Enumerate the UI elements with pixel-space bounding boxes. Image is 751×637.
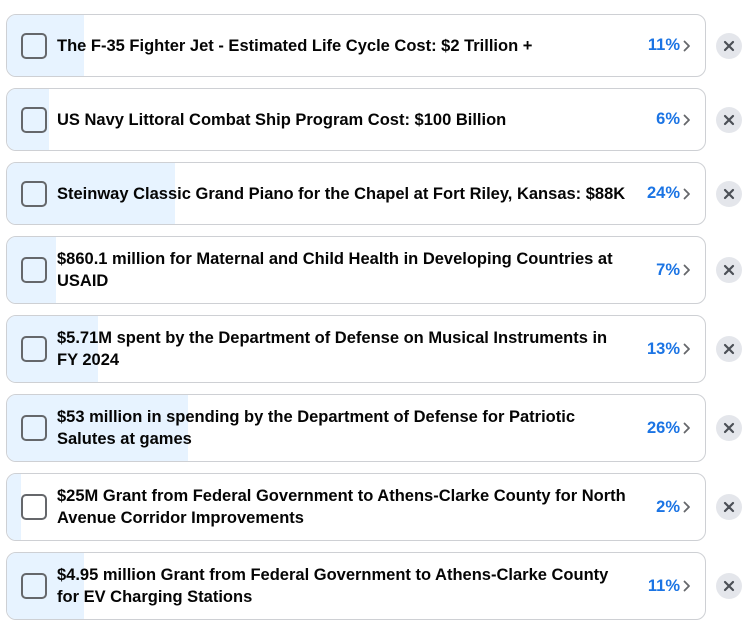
option-text: US Navy Littoral Combat Ship Program Cos… [57, 110, 507, 129]
percent-label: 6% [656, 110, 680, 128]
chevron-icon [683, 343, 690, 355]
poll-option-row: $860.1 million for Maternal and Child He… [0, 236, 751, 304]
percent-label: 26% [646, 418, 680, 437]
close-icon [723, 580, 735, 592]
poll-option-row: $25M Grant from Federal Government to At… [0, 473, 751, 541]
vote-percent[interactable]: 2% [631, 498, 691, 517]
vote-percent[interactable]: 11% [631, 577, 691, 596]
poll-option-row: $4.95 million Grant from Federal Governm… [0, 552, 751, 620]
poll-option-row: $53 million in spending by the Departmen… [0, 394, 751, 462]
checkbox[interactable] [21, 573, 47, 599]
option-text: $25M Grant from Federal Government to At… [57, 487, 626, 527]
chevron-icon [683, 114, 690, 125]
chevron-icon [683, 188, 690, 199]
chevron-icon [683, 501, 690, 513]
percent-label: 13% [646, 339, 680, 358]
vote-percent[interactable]: 26% [631, 419, 691, 438]
remove-option-button[interactable] [716, 573, 742, 599]
poll-option[interactable]: $25M Grant from Federal Government to At… [6, 473, 706, 541]
checkbox[interactable] [21, 415, 47, 441]
chevron-icon [683, 580, 690, 592]
option-text: $860.1 million for Maternal and Child He… [57, 250, 613, 290]
checkbox[interactable] [21, 336, 47, 362]
vote-percent[interactable]: 11% [631, 36, 691, 55]
poll-option-row: The F-35 Fighter Jet - Estimated Life Cy… [0, 14, 751, 77]
option-text: Steinway Classic Grand Piano for the Cha… [57, 184, 626, 203]
vote-share-bar [7, 163, 175, 224]
chevron-icon [683, 40, 690, 51]
poll-option[interactable]: Steinway Classic Grand Piano for the Cha… [6, 162, 706, 225]
option-text: The F-35 Fighter Jet - Estimated Life Cy… [57, 36, 533, 55]
remove-option-button[interactable] [716, 180, 742, 207]
poll-option[interactable]: $860.1 million for Maternal and Child He… [6, 236, 706, 304]
percent-label: 2% [656, 497, 680, 516]
close-icon [723, 501, 735, 513]
checkbox[interactable] [21, 32, 47, 59]
poll-option[interactable]: The F-35 Fighter Jet - Estimated Life Cy… [6, 14, 706, 77]
vote-percent[interactable]: 24% [631, 184, 691, 203]
close-icon [723, 188, 735, 199]
poll-option[interactable]: $5.71M spent by the Department of Defens… [6, 315, 706, 383]
remove-option-button[interactable] [716, 257, 742, 283]
remove-option-button[interactable] [716, 415, 742, 441]
vote-percent[interactable]: 13% [631, 340, 691, 359]
percent-label: 11% [647, 36, 680, 54]
poll-option[interactable]: US Navy Littoral Combat Ship Program Cos… [6, 88, 706, 151]
checkbox[interactable] [21, 180, 47, 207]
checkbox[interactable] [21, 494, 47, 520]
chevron-icon [683, 422, 690, 434]
option-text: $4.95 million Grant from Federal Governm… [57, 566, 609, 606]
option-text: $5.71M spent by the Department of Defens… [57, 329, 608, 369]
vote-percent[interactable]: 6% [631, 110, 691, 129]
poll-options: The F-35 Fighter Jet - Estimated Life Cy… [0, 14, 751, 631]
remove-option-button[interactable] [716, 32, 742, 59]
vote-share-bar [7, 89, 49, 150]
poll-option[interactable]: $53 million in spending by the Departmen… [6, 394, 706, 462]
vote-percent[interactable]: 7% [631, 261, 691, 280]
percent-label: 7% [656, 260, 680, 279]
poll-option[interactable]: $4.95 million Grant from Federal Governm… [6, 552, 706, 620]
checkbox[interactable] [21, 257, 47, 283]
option-text: $53 million in spending by the Departmen… [57, 408, 576, 448]
vote-share-bar [7, 237, 56, 303]
poll-option-row: Steinway Classic Grand Piano for the Cha… [0, 162, 751, 225]
vote-share-bar [7, 474, 21, 540]
vote-share-bar [7, 395, 189, 461]
checkbox[interactable] [21, 106, 47, 133]
remove-option-button[interactable] [716, 494, 742, 520]
remove-option-button[interactable] [716, 336, 742, 362]
poll-option-row: $5.71M spent by the Department of Defens… [0, 315, 751, 383]
chevron-icon [683, 264, 690, 276]
percent-label: 11% [647, 576, 680, 595]
close-icon [723, 343, 735, 355]
percent-label: 24% [646, 184, 680, 202]
close-icon [723, 264, 735, 276]
remove-option-button[interactable] [716, 106, 742, 133]
close-icon [723, 114, 735, 125]
close-icon [723, 40, 735, 51]
poll-option-row: US Navy Littoral Combat Ship Program Cos… [0, 88, 751, 151]
close-icon [723, 422, 735, 434]
